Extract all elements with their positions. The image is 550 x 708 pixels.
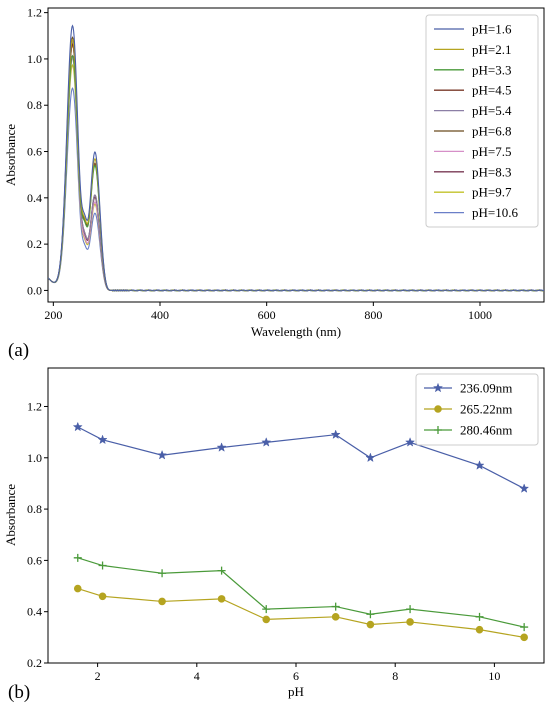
data-point-b [97, 434, 108, 445]
x-tick-label-b: 4 [194, 669, 200, 683]
data-point-b [98, 592, 107, 601]
data-point-b [331, 602, 340, 611]
y-axis-label-a: Absorbance [3, 124, 18, 186]
data-point-b [520, 633, 528, 642]
x-tick-label-a: 600 [258, 308, 276, 322]
data-point-b [330, 429, 341, 440]
legend-frame-a [425, 14, 539, 228]
x-tick-label-a: 800 [364, 308, 382, 322]
legend-entry-a: pH=3.3 [472, 62, 511, 77]
chart-panel-b: 0.2 0.4 0.6 0.8 1.0 1.2 2 4 6 8 10 236.09nm 265.22… [3, 367, 545, 703]
x-tick-label-b: 8 [392, 669, 398, 683]
legend-entry-b: 265.22nm [460, 402, 512, 417]
legend-b: 236.09nm 265.22nm 280.46nm [415, 373, 539, 446]
data-point-b [406, 605, 415, 614]
series-line-b [77, 588, 525, 638]
data-point-b [331, 613, 340, 621]
data-point-b [365, 452, 376, 463]
legend-entry-a: pH=6.8 [472, 124, 511, 139]
legend-entry-a: pH=4.5 [472, 83, 511, 98]
y-axis-b: 0.2 0.4 0.6 0.8 1.0 1.2 [27, 399, 48, 670]
data-point-b [405, 437, 416, 447]
y-tick-label-b: 0.6 [27, 553, 42, 567]
chart-panel-a: 0.0 0.2 0.4 0.6 0.8 1.0 1.2 200 400 600 800 1000 p… [3, 6, 545, 361]
legend-marker-b [434, 426, 442, 434]
data-point-b [366, 610, 375, 619]
legend-marker-b [434, 405, 442, 413]
x-tick-label-a: 400 [151, 308, 169, 322]
legend-entry-b: 280.46nm [460, 423, 512, 438]
x-axis-label-b: pH [288, 684, 304, 699]
legend-entry-b: 236.09nm [460, 381, 512, 396]
x-tick-label-a: 200 [44, 308, 62, 322]
data-point-b [98, 561, 107, 570]
x-tick-label-b: 2 [95, 669, 101, 683]
panel-label-a: (a) [8, 340, 29, 361]
legend-entry-a: pH=8.3 [472, 164, 511, 179]
data-point-b [406, 618, 414, 626]
data-point-b [217, 566, 226, 575]
x-tick-label-a: 1000 [468, 308, 492, 322]
legend-entry-a: pH=5.4 [472, 103, 512, 118]
y-tick-label-a: 0.2 [27, 237, 42, 251]
panel-label-b: (b) [8, 682, 30, 703]
y-tick-label-a: 0.8 [27, 98, 42, 112]
data-point-b [475, 612, 484, 621]
legend-entry-a: pH=10.6 [472, 205, 518, 220]
data-point-b [158, 597, 166, 606]
legend-marker-b [432, 382, 444, 393]
legend-a: pH=1.6 pH=2.1 pH=3.3 pH=4.5 pH=5.4 pH=6.8 pH=7… [425, 14, 539, 228]
legend-entry-a: pH=1.6 [472, 22, 512, 37]
legend-entry-a: pH=7.5 [472, 144, 511, 159]
data-point-b [73, 584, 82, 593]
y-axis-a: 0.0 0.2 0.4 0.6 0.8 1.0 1.2 [27, 6, 48, 297]
series-group-a [48, 24, 544, 292]
y-tick-label-a: 1.2 [27, 6, 42, 20]
y-tick-label-a: 1.0 [27, 52, 42, 66]
y-tick-label-b: 1.0 [27, 451, 42, 465]
data-point-b [217, 595, 226, 603]
x-tick-label-b: 6 [293, 669, 299, 683]
data-point-b [474, 460, 485, 470]
legend-entry-a: pH=2.1 [472, 42, 511, 57]
y-tick-label-b: 0.8 [27, 502, 42, 516]
data-point-b [262, 615, 271, 624]
series-line-b [77, 426, 525, 490]
series-line-a [48, 24, 544, 292]
series-group-b [72, 421, 530, 642]
y-tick-label-b: 0.4 [27, 605, 42, 619]
x-tick-label-b: 10 [488, 669, 500, 683]
data-point-b [366, 620, 375, 629]
data-point-b [475, 625, 484, 634]
y-tick-label-a: 0.0 [27, 283, 42, 297]
data-point-b [157, 449, 168, 460]
x-axis-label-a: Wavelength (nm) [251, 324, 341, 339]
data-point-b [519, 483, 530, 493]
data-point-b [261, 437, 272, 447]
y-axis-label-b: Absorbance [3, 484, 18, 546]
data-point-b [73, 553, 82, 562]
legend-frame-b [415, 373, 539, 446]
data-point-b [520, 623, 529, 632]
data-point-b [262, 605, 271, 614]
series-line-b [77, 557, 525, 628]
y-tick-label-a: 0.4 [27, 191, 42, 205]
plot-area-a [47, 7, 545, 303]
data-point-b [72, 421, 83, 432]
x-axis-a: 200 400 600 800 1000 [44, 302, 492, 322]
data-point-b [158, 569, 167, 578]
y-tick-label-b: 1.2 [27, 399, 42, 413]
y-tick-label-b: 0.2 [27, 656, 42, 670]
x-axis-b: 2 4 6 8 10 [95, 663, 500, 683]
data-point-b [216, 442, 227, 452]
y-tick-label-a: 0.6 [27, 145, 42, 159]
legend-entry-a: pH=9.7 [472, 185, 512, 200]
